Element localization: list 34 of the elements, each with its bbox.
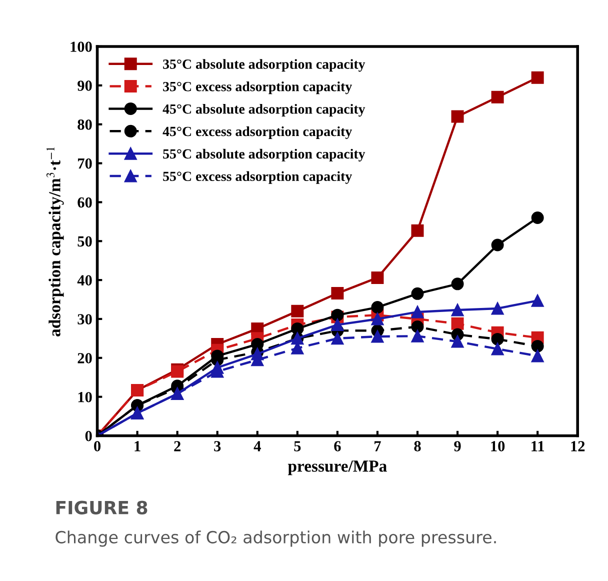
y-tick-label: 10 [78,392,92,402]
x-tick-label: 3 [214,441,221,452]
y-tick-label: 20 [78,353,92,364]
y-tick-label: 80 [78,119,92,130]
x-tick-label: 12 [571,441,585,452]
x-tick-label: 1 [134,441,140,452]
y-tick-label: 70 [78,158,92,169]
caption: FIGURE 8 [56,500,148,514]
y-tick-label: 90 [78,80,92,91]
y-tick-label: 50 [78,236,92,247]
legend-label: 45°C absolute adsorption capacity [162,104,366,117]
y-tick-label: 40 [77,275,92,286]
y-tick-label: 100 [70,42,92,52]
legend-label: 55°C absolute adsorption capacity [163,148,366,162]
y-axis-title: adsorption capacity/m$^{3}$·t$^{−1}$ [46,147,64,336]
x-tick-label: 8 [414,441,421,452]
x-tick-label: 7 [374,441,381,452]
x-tick-label: 11 [532,441,544,452]
y-tick-label: 30 [78,314,92,324]
x-tick-label: 10 [491,441,505,452]
legend-label: 35°C absolute adsorption capacity [163,59,366,72]
x-tick-label: 4 [254,441,261,452]
x-tick-label: 2 [174,441,180,452]
x-tick-label: 5 [294,441,301,452]
legend-label: 55°C excess adsorption capacity [163,171,352,184]
legend-label: 45°C excess adsorption capacity [162,126,352,140]
legend-label: 35°C excess adsorption capacity [163,82,352,94]
x-tick-label: 0 [94,441,101,452]
x-axis-title: pressure/MPa [288,460,387,476]
x-tick-label: 6 [334,441,341,452]
y-tick-label: 60 [78,197,92,208]
y-tick-label: 0 [85,430,92,442]
x-tick-label: 9 [454,441,461,452]
text: Change curves of CO₂ adsorption with pore pressure. [56,530,496,547]
